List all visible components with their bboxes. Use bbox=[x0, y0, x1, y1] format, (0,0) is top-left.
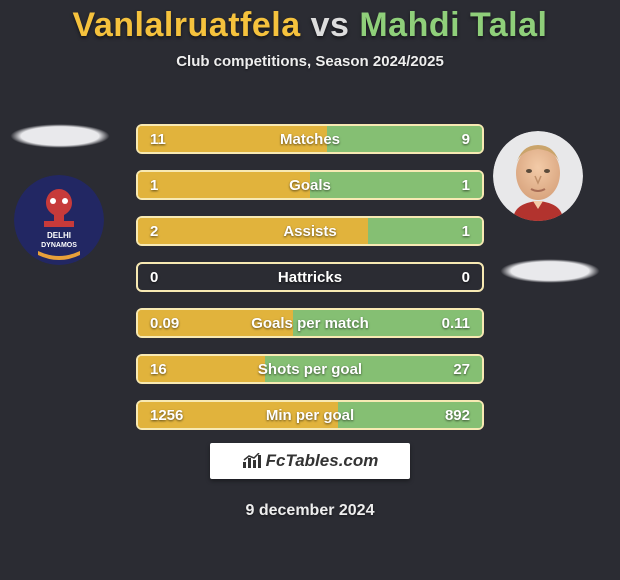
watermark-text: FcTables.com bbox=[266, 451, 379, 471]
player2-photo bbox=[493, 131, 583, 221]
watermark-chart-icon bbox=[242, 453, 262, 469]
stat-label: Shots per goal bbox=[138, 361, 482, 378]
svg-text:DYNAMOS: DYNAMOS bbox=[41, 242, 77, 249]
stat-value-right: 892 bbox=[445, 407, 470, 424]
stat-value-right: 0 bbox=[462, 269, 470, 286]
stat-row: 16Shots per goal27 bbox=[136, 354, 484, 384]
stat-row: 1256Min per goal892 bbox=[136, 400, 484, 430]
stat-value-right: 9 bbox=[462, 131, 470, 148]
stat-label: Matches bbox=[138, 131, 482, 148]
stat-label: Hattricks bbox=[138, 269, 482, 286]
avatar-shadow-right bbox=[500, 259, 600, 283]
stat-label: Goals bbox=[138, 177, 482, 194]
stats-container: 11Matches91Goals12Assists10Hattricks00.0… bbox=[136, 124, 484, 446]
stat-label: Min per goal bbox=[138, 407, 482, 424]
stat-row: 1Goals1 bbox=[136, 170, 484, 200]
date-text: 9 december 2024 bbox=[0, 502, 620, 520]
stat-label: Assists bbox=[138, 223, 482, 240]
comparison-title: Vanlalruatfela vs Mahdi Talal bbox=[0, 0, 620, 45]
avatar-shadow-left bbox=[10, 124, 110, 148]
stat-value-right: 27 bbox=[453, 361, 470, 378]
stat-row: 0.09Goals per match0.11 bbox=[136, 308, 484, 338]
stat-value-right: 0.11 bbox=[442, 315, 470, 332]
title-player2: Mahdi Talal bbox=[359, 6, 547, 44]
stat-label: Goals per match bbox=[138, 315, 482, 332]
player1-club-badge: DELHI DYNAMOS bbox=[14, 175, 104, 265]
watermark: FcTables.com bbox=[210, 443, 410, 479]
stat-row: 0Hattricks0 bbox=[136, 262, 484, 292]
title-vs: vs bbox=[311, 6, 350, 44]
stat-row: 2Assists1 bbox=[136, 216, 484, 246]
svg-text:DELHI: DELHI bbox=[47, 231, 71, 240]
stat-value-right: 1 bbox=[462, 223, 470, 240]
subtitle: Club competitions, Season 2024/2025 bbox=[0, 53, 620, 70]
stat-value-right: 1 bbox=[462, 177, 470, 194]
stat-row: 11Matches9 bbox=[136, 124, 484, 154]
title-player1: Vanlalruatfela bbox=[73, 6, 301, 44]
